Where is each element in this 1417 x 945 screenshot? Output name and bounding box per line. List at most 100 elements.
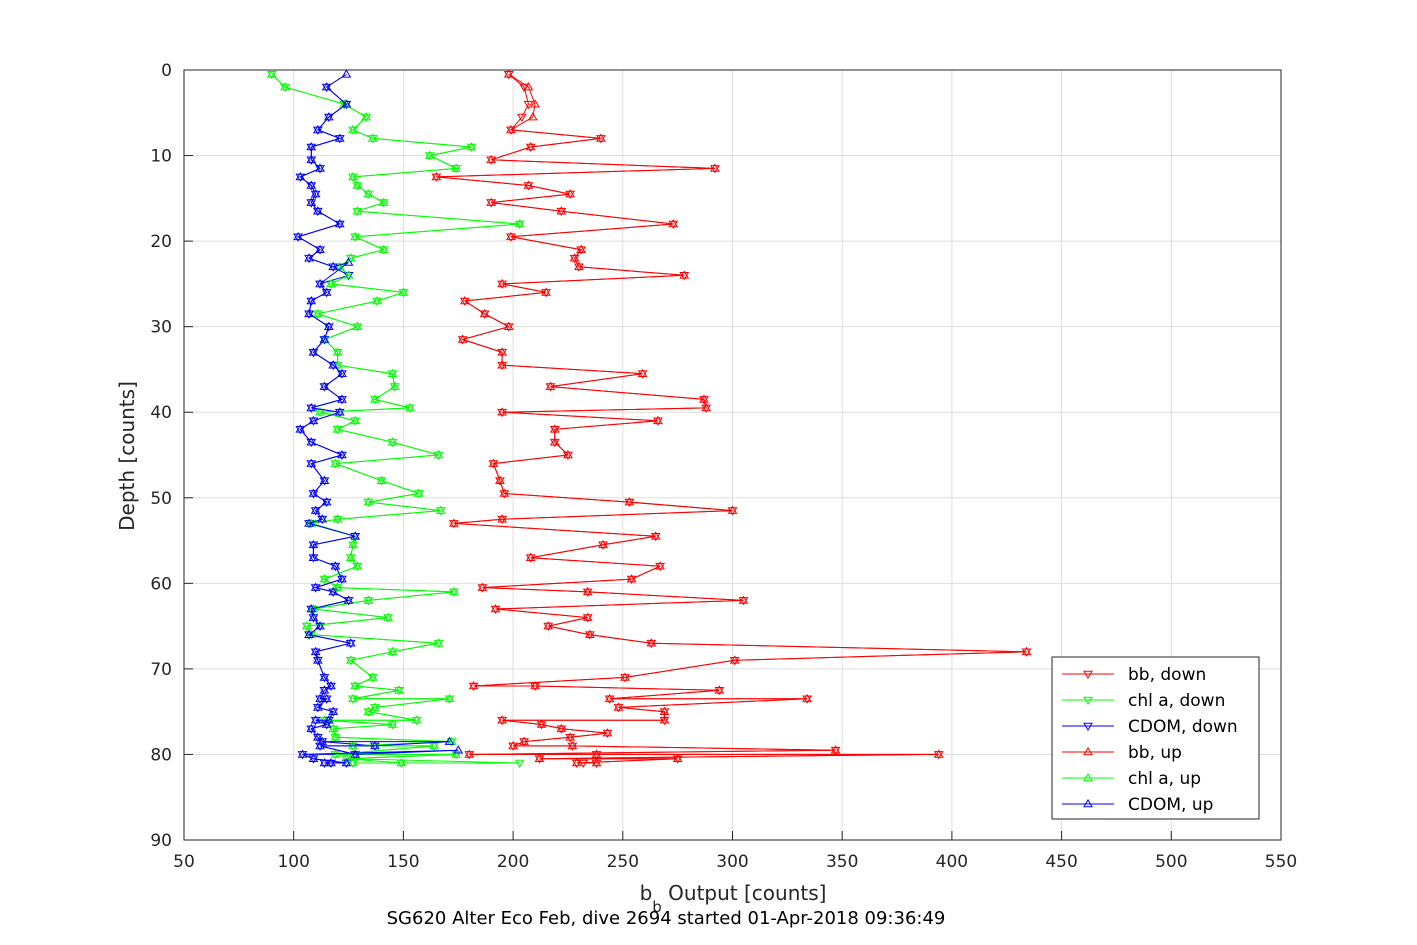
data-point — [396, 759, 407, 768]
data-point — [497, 347, 508, 356]
data-point — [523, 180, 534, 189]
data-point — [310, 582, 321, 591]
data-point — [503, 69, 514, 78]
data-point — [345, 638, 356, 647]
data-point — [444, 736, 455, 745]
data-point — [387, 646, 398, 656]
data-point — [306, 723, 317, 733]
data-point — [348, 173, 358, 182]
data-point — [361, 113, 371, 123]
data-point — [328, 708, 339, 717]
data-point — [317, 736, 328, 745]
data-point — [321, 497, 332, 506]
data-point — [431, 171, 442, 181]
data-point — [341, 99, 352, 108]
y-tick-label: 40 — [150, 403, 172, 423]
data-point — [312, 206, 323, 215]
data-point — [591, 759, 602, 768]
data-point — [315, 740, 325, 750]
data-point — [306, 725, 317, 734]
data-point — [464, 749, 475, 758]
data-point — [659, 706, 670, 715]
data-point — [323, 113, 334, 123]
data-point — [363, 497, 374, 506]
data-point — [319, 685, 330, 694]
data-point — [306, 437, 317, 446]
data-point — [405, 402, 415, 412]
data-point — [497, 408, 508, 418]
data-point — [488, 460, 499, 469]
data-point — [451, 751, 461, 760]
data-point — [370, 742, 380, 751]
figure-caption: SG620 Alter Eco Feb, dive 2694 started 0… — [387, 908, 946, 929]
data-point — [304, 253, 314, 262]
data-point — [444, 693, 455, 703]
data-point — [350, 415, 361, 425]
data-point — [378, 244, 389, 253]
data-point — [582, 586, 593, 596]
data-point — [672, 753, 683, 763]
data-point — [363, 189, 374, 198]
data-point — [459, 297, 470, 306]
data-point — [595, 133, 606, 142]
data-point — [306, 154, 317, 164]
data-point — [370, 704, 380, 713]
data-point — [549, 437, 560, 446]
series-4 — [266, 69, 525, 767]
data-point — [295, 173, 306, 182]
data-point — [319, 334, 330, 343]
data-point — [376, 475, 387, 484]
data-point — [387, 370, 398, 379]
data-point — [348, 124, 358, 134]
data-point — [328, 586, 339, 596]
data-point — [411, 715, 422, 724]
data-point — [312, 657, 323, 666]
data-point — [304, 310, 314, 319]
data-point — [710, 165, 720, 174]
data-point — [503, 321, 514, 330]
data-point — [479, 308, 490, 318]
data-point — [530, 682, 540, 691]
data-point — [626, 574, 637, 583]
data-point — [343, 270, 354, 279]
data-point — [497, 514, 508, 523]
x-tick-label: 250 — [607, 852, 639, 872]
data-point — [315, 244, 325, 253]
data-point — [332, 582, 343, 591]
data-point — [556, 723, 567, 733]
data-point — [315, 246, 325, 255]
data-point — [361, 112, 371, 121]
data-point — [582, 612, 593, 621]
x-axis-label-rest: Output [counts] — [662, 881, 827, 905]
legend-swatch-marker — [1083, 773, 1093, 782]
data-point — [613, 702, 624, 711]
data-point — [308, 541, 319, 550]
data-point — [306, 197, 317, 206]
data-point — [308, 614, 319, 623]
data-point — [308, 349, 319, 358]
data-point — [308, 612, 319, 621]
data-point — [319, 672, 330, 681]
data-point — [486, 154, 497, 164]
data-point — [433, 450, 444, 459]
data-point — [549, 426, 560, 435]
legend-swatch-marker — [1083, 696, 1093, 705]
data-point — [679, 270, 690, 279]
data-point — [306, 458, 317, 467]
data-point — [457, 334, 468, 343]
data-point — [350, 231, 361, 241]
x-tick-label: 350 — [826, 852, 858, 872]
data-point — [337, 574, 347, 583]
data-point — [301, 621, 312, 630]
data-point — [348, 539, 358, 549]
data-point — [319, 383, 330, 392]
data-point — [310, 505, 321, 514]
data-point — [624, 497, 635, 506]
legend-entry: CDOM, up — [1128, 795, 1213, 815]
data-point — [332, 424, 343, 433]
data-point — [306, 182, 317, 191]
legend-swatch-marker — [1083, 722, 1093, 731]
data-point — [387, 437, 398, 446]
data-point — [424, 150, 435, 159]
data-point — [319, 758, 330, 767]
